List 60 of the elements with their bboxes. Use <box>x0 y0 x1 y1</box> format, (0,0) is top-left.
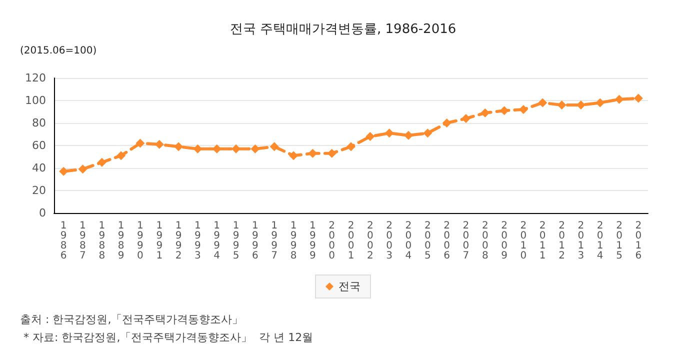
x-tick-label: 1999 <box>309 220 316 262</box>
y-tick-label: 80 <box>32 116 46 130</box>
x-tick-label: 1987 <box>80 220 86 262</box>
y-tick-label: 40 <box>32 162 46 174</box>
x-tick-label: 2012 <box>558 220 565 262</box>
x-tick-label: 2007 <box>462 220 470 262</box>
point <box>116 151 126 160</box>
x-tick-label: 1991 <box>156 220 163 262</box>
x-tick-label: 2006 <box>444 220 450 262</box>
point <box>461 114 470 123</box>
point <box>270 142 279 152</box>
x-tick-label: 2000 <box>328 220 336 262</box>
x-tick-label: 1990 <box>137 220 144 262</box>
x-tick-label: 2005 <box>424 220 431 262</box>
point <box>78 164 88 174</box>
point <box>136 138 145 148</box>
x-tick-label: 1989 <box>118 220 124 262</box>
point <box>174 142 184 152</box>
x-tick-label: 2015 <box>616 220 622 262</box>
point <box>538 98 548 108</box>
source-note: 출처 : 한국감정원,「전국주택가격동향조사」 <box>20 313 244 326</box>
legend-label: 전국 <box>338 280 360 293</box>
x-tick-label: 1992 <box>175 220 182 262</box>
x-tick-label: 1997 <box>271 220 278 262</box>
y-tick-label: 0 <box>39 206 46 220</box>
y-axis-title: (2015.06=100) <box>20 46 97 56</box>
x-tick-label: 2004 <box>405 220 412 262</box>
point <box>442 118 452 128</box>
point <box>634 94 643 103</box>
x-tick-label: 1994 <box>214 220 220 262</box>
x-tick-label: 1998 <box>290 220 297 262</box>
point <box>366 132 375 141</box>
point <box>384 128 394 138</box>
x-tick-label: 2013 <box>578 220 584 262</box>
x-tick-label: 2002 <box>366 220 374 262</box>
y-tick-label: 60 <box>32 139 46 152</box>
x-tick-label: 1993 <box>194 220 201 262</box>
chart-title: 전국 주택매매가격변동률, 1986-2016 <box>230 22 456 37</box>
x-tick-label: 1988 <box>98 220 106 262</box>
x-tick-label: 2001 <box>348 220 354 262</box>
y-tick-label: 20 <box>32 184 46 197</box>
point <box>557 100 566 110</box>
point <box>423 128 432 138</box>
x-tick-label: 2008 <box>482 220 488 262</box>
y-tick-label: 120 <box>25 72 46 84</box>
x-tick-label: 2003 <box>386 220 393 262</box>
x-tick-label: 2016 <box>635 220 642 262</box>
point <box>346 142 356 152</box>
x-tick-label: 2010 <box>520 220 527 262</box>
x-tick-label: 1986 <box>60 220 67 262</box>
x-tick-label: 2014 <box>596 220 604 262</box>
point <box>596 98 605 108</box>
point <box>289 151 298 160</box>
x-tick-label: 2011 <box>539 220 546 262</box>
text: * 자료: 한국감정원,「전국주택가격동향조사」 각 년 12월 <box>20 331 314 344</box>
x-tick-label: 1996 <box>252 220 258 262</box>
x-tick-label: 1995 <box>232 220 240 262</box>
point <box>97 158 106 167</box>
y-tick-label: 100 <box>25 94 46 107</box>
x-tick-label: 2009 <box>501 220 508 262</box>
